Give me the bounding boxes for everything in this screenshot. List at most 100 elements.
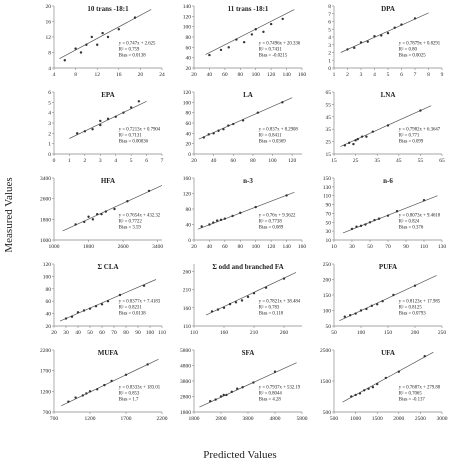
x-tick-label: 2000: [393, 416, 404, 422]
point: [74, 396, 77, 399]
point: [217, 129, 220, 132]
y-tick-label: 70: [326, 211, 332, 217]
fit-line: [340, 12, 429, 53]
x-tick-label: 80: [250, 158, 256, 164]
y-tick-label: 100: [183, 25, 192, 31]
y-tick-label: 80: [186, 207, 192, 213]
annotation: y = 0.7213x + 0.7904: [119, 127, 161, 132]
panel-title: UFA: [381, 349, 395, 357]
y-tick-label: 35: [326, 127, 332, 133]
point: [83, 130, 87, 133]
annotation: y = 0.8123x + 17.985: [399, 299, 441, 304]
annotation: y = 0.7496x + 20.336: [259, 41, 301, 46]
y-tick-label: 2: [328, 51, 331, 57]
annotation: y = 0.8377x + 7.4183: [119, 299, 161, 304]
x-tick-label: 0: [53, 158, 56, 164]
point: [114, 115, 117, 119]
point: [63, 59, 66, 62]
point: [373, 35, 376, 38]
y-tick-label: 0: [188, 152, 191, 158]
x-tick-label: 2: [346, 72, 349, 78]
y-tick-label: 2200: [40, 348, 51, 354]
point: [371, 130, 375, 133]
point: [386, 124, 390, 127]
y-tick-label: 2600: [40, 197, 51, 203]
point: [91, 218, 95, 221]
point: [365, 135, 368, 138]
x-tick-label: 140: [282, 244, 291, 250]
y-tick-label: 80: [186, 35, 192, 41]
x-tick-label: 50: [367, 244, 373, 250]
x-tick-label: 3400: [152, 244, 163, 250]
x-tick-label: 5: [130, 158, 133, 164]
point: [64, 317, 68, 320]
point: [100, 303, 104, 306]
y-tick-label: 150: [323, 293, 332, 299]
panel-title: MUFA: [98, 349, 118, 357]
y-tick-label: 90: [326, 203, 332, 209]
point: [106, 117, 110, 121]
point: [397, 370, 400, 373]
x-tick-label: 40: [211, 158, 217, 164]
point: [281, 17, 284, 21]
point: [241, 119, 245, 122]
y-tick-label: 130: [323, 185, 332, 191]
point: [83, 220, 86, 224]
x-tick-label: 1000: [49, 244, 60, 250]
point: [373, 218, 376, 222]
y-tick-label: 5: [328, 27, 331, 33]
point: [228, 302, 232, 306]
x-tick-label: 80: [123, 330, 129, 336]
annotation: Bias = 0.0369: [259, 139, 286, 144]
annotation: R² = 0.8231: [119, 304, 143, 310]
y-tick-label: 500: [323, 410, 332, 416]
annotation: y = 0.76x + 9.3622: [259, 213, 296, 218]
point: [368, 221, 372, 224]
x-tick-label: 1000: [350, 416, 361, 422]
point: [240, 299, 244, 302]
panel-title: LA: [243, 91, 253, 99]
y-tick-label: 1: [48, 142, 51, 148]
panel-title: 10 trans -18:1: [87, 5, 129, 13]
y-tick-label: 55: [326, 102, 332, 108]
y-tick-label: 40: [46, 312, 52, 318]
annotation: Bias = 0.0793: [399, 311, 426, 316]
y-tick-label: 1800: [180, 410, 191, 416]
x-tick-label: 120: [288, 158, 297, 164]
x-tick-label: 1: [333, 72, 336, 78]
point: [254, 28, 257, 31]
point: [273, 370, 277, 373]
annotation: Bias = 4.28: [259, 397, 282, 402]
x-tick-label: 700: [50, 416, 59, 422]
annotation: Bias = 0.376: [399, 225, 424, 230]
point: [212, 221, 215, 224]
point: [346, 48, 349, 51]
point: [376, 382, 379, 386]
x-tick-label: 50: [331, 330, 337, 336]
y-tick-label: 80: [46, 287, 52, 293]
point: [225, 393, 228, 397]
y-tick-label: 0: [328, 66, 331, 72]
y-tick-label: 65: [326, 90, 332, 96]
point: [413, 284, 417, 287]
y-tick-label: 10: [326, 238, 332, 244]
y-tick-label: 1700: [40, 369, 51, 375]
y-tick-label: 3: [328, 43, 331, 49]
panel-title: LNA: [381, 91, 396, 99]
point: [241, 386, 244, 389]
point: [219, 48, 223, 52]
annotation: y = 0.7937x + 532.19: [259, 385, 301, 390]
y-tick-label: 1500: [320, 379, 331, 385]
point: [350, 227, 354, 231]
x-tick-label: 210: [250, 330, 259, 336]
annotation: R² = 0.8125: [399, 304, 423, 310]
point: [254, 205, 257, 209]
annotation: R² = 0.824: [399, 218, 420, 224]
point: [365, 307, 368, 311]
annotation: Bias = 0.00036: [119, 139, 149, 144]
annotation: R² = 0.80: [399, 46, 418, 52]
annotation: Bias = 0.118: [259, 311, 284, 316]
y-tick-label: 60: [186, 45, 192, 51]
point: [124, 373, 128, 376]
point: [354, 139, 357, 142]
